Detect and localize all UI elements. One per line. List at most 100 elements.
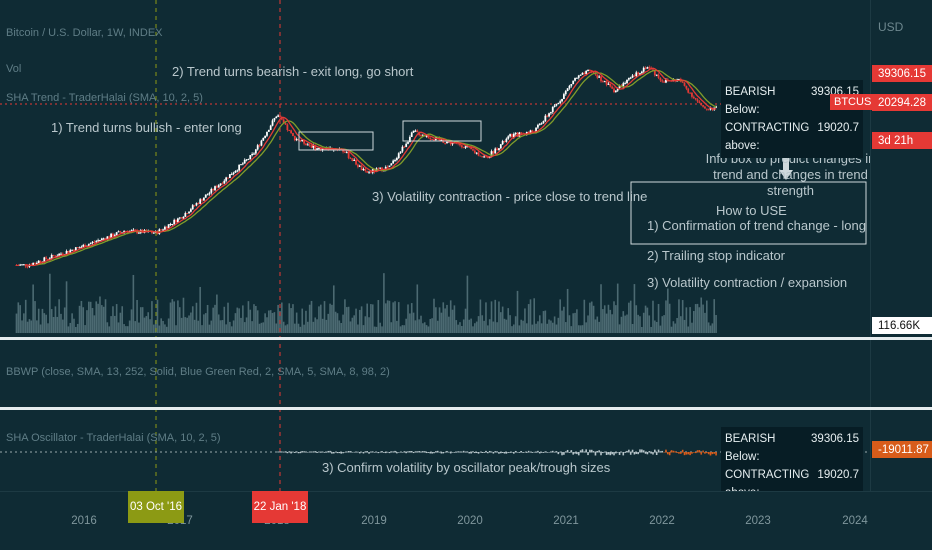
volume-bar [368,317,370,333]
sha-trend-legend[interactable]: SHA Trend - TraderHalai (SMA, 10, 2, 5) [6,92,203,104]
candle-body [52,254,55,256]
price-chart[interactable] [0,0,872,500]
volume-bar [694,304,697,333]
oscillator-bar [461,451,463,453]
oscillator-bar [323,452,326,453]
oscillator-bar [654,449,656,453]
volume-bar [388,300,391,333]
volume-bar [80,300,83,333]
oscillator-bar [661,450,664,453]
oscillator-bar [646,452,649,455]
volume-bar [642,312,645,333]
volume-bar [52,316,55,333]
volume-bar [394,301,396,333]
oscillator-bar [576,452,578,455]
candle-body [537,124,539,128]
pane-separator-2[interactable] [0,407,932,410]
oscillator-bar [544,451,547,453]
candle-body [308,144,311,146]
price-axis[interactable] [870,0,932,500]
volume-bar [602,309,604,333]
candle-body [583,72,586,74]
candle-body [319,148,322,151]
volume-bar [455,320,458,333]
volume-bar [336,313,339,333]
oscillator-legend[interactable]: SHA Oscillator - TraderHalai (SMA, 10, 2… [6,432,221,444]
volume-bar [702,304,704,333]
volume-bar [41,308,44,333]
oscillator-bar [342,452,344,454]
candle-body [566,88,569,92]
volume-bar [334,311,337,333]
candle-body [473,150,476,153]
volume-bar [230,326,233,333]
price-tag-mid: 20294.28 [872,94,932,111]
candle-body [273,118,276,121]
oscillator-bar [518,452,521,453]
oscillator-bar [535,452,537,453]
volume-bar [598,321,600,333]
candle-body [195,203,198,206]
pane-separator-1[interactable] [0,337,932,340]
oscillator-bar [466,451,469,453]
volume-bar [678,299,680,333]
candle-body [35,262,38,264]
oscillator-bar [440,452,443,454]
candle-body [405,143,408,147]
oscillator-bar [641,449,643,453]
volume-bar [657,303,660,333]
volume-bar [260,322,263,333]
volume-bar [190,312,192,333]
volume-bar [561,310,563,333]
volume-bar [600,284,602,333]
osc-info-bearish-label: BEARISH Below: [725,433,776,463]
candle-body [243,159,246,164]
volume-legend[interactable]: Vol [6,63,22,75]
oscillator-bar [438,451,441,453]
volume-bar [579,325,582,333]
volume-bar [56,316,59,333]
candle-body [433,139,435,141]
volume-bar [592,305,595,333]
candle-body [164,226,166,230]
candle-body [97,240,100,242]
candle-body [618,85,621,89]
candle-body [89,243,92,245]
volume-bar [479,299,482,333]
oscillator-bar [364,451,367,453]
volume-bar [203,314,205,333]
oscillator-bar [305,451,307,453]
oscillator-bar [331,452,333,454]
oscillator-bar [600,452,602,456]
candle-body [113,235,116,237]
candle-body [540,123,543,125]
volume-bar [201,325,203,333]
oscillator-bar [490,451,493,453]
year-tick-2019: 2019 [361,515,387,527]
candle-body [61,253,64,255]
oscillator-bar [589,449,591,453]
volume-bar [253,304,255,333]
candle-body [17,265,20,267]
info-contracting-value: 19020.7 [817,122,859,134]
oscillator-bar [553,451,556,453]
volume-bar [349,321,352,333]
candle-body [559,101,562,103]
volume-bar [709,325,712,333]
volume-bar [294,323,296,333]
volume-bar [214,304,216,333]
volume-bar [444,308,446,333]
oscillator-bar [318,451,320,453]
bbwp-legend[interactable]: BBWP (close, SMA, 13, 252, Solid, Blue G… [6,366,390,378]
oscillator-bar [642,450,645,453]
oscillator-bar [514,450,517,453]
volume-bar [65,281,68,333]
oscillator-bar [345,451,348,453]
symbol-title[interactable]: Bitcoin / U.S. Dollar, 1W, INDEX [6,27,163,39]
oscillator-bar [477,452,480,454]
oscillator-bar [674,451,677,453]
volume-bar [540,323,543,333]
volume-bar [344,299,346,333]
candle-body [180,217,183,219]
oscillator-bar [689,452,691,456]
